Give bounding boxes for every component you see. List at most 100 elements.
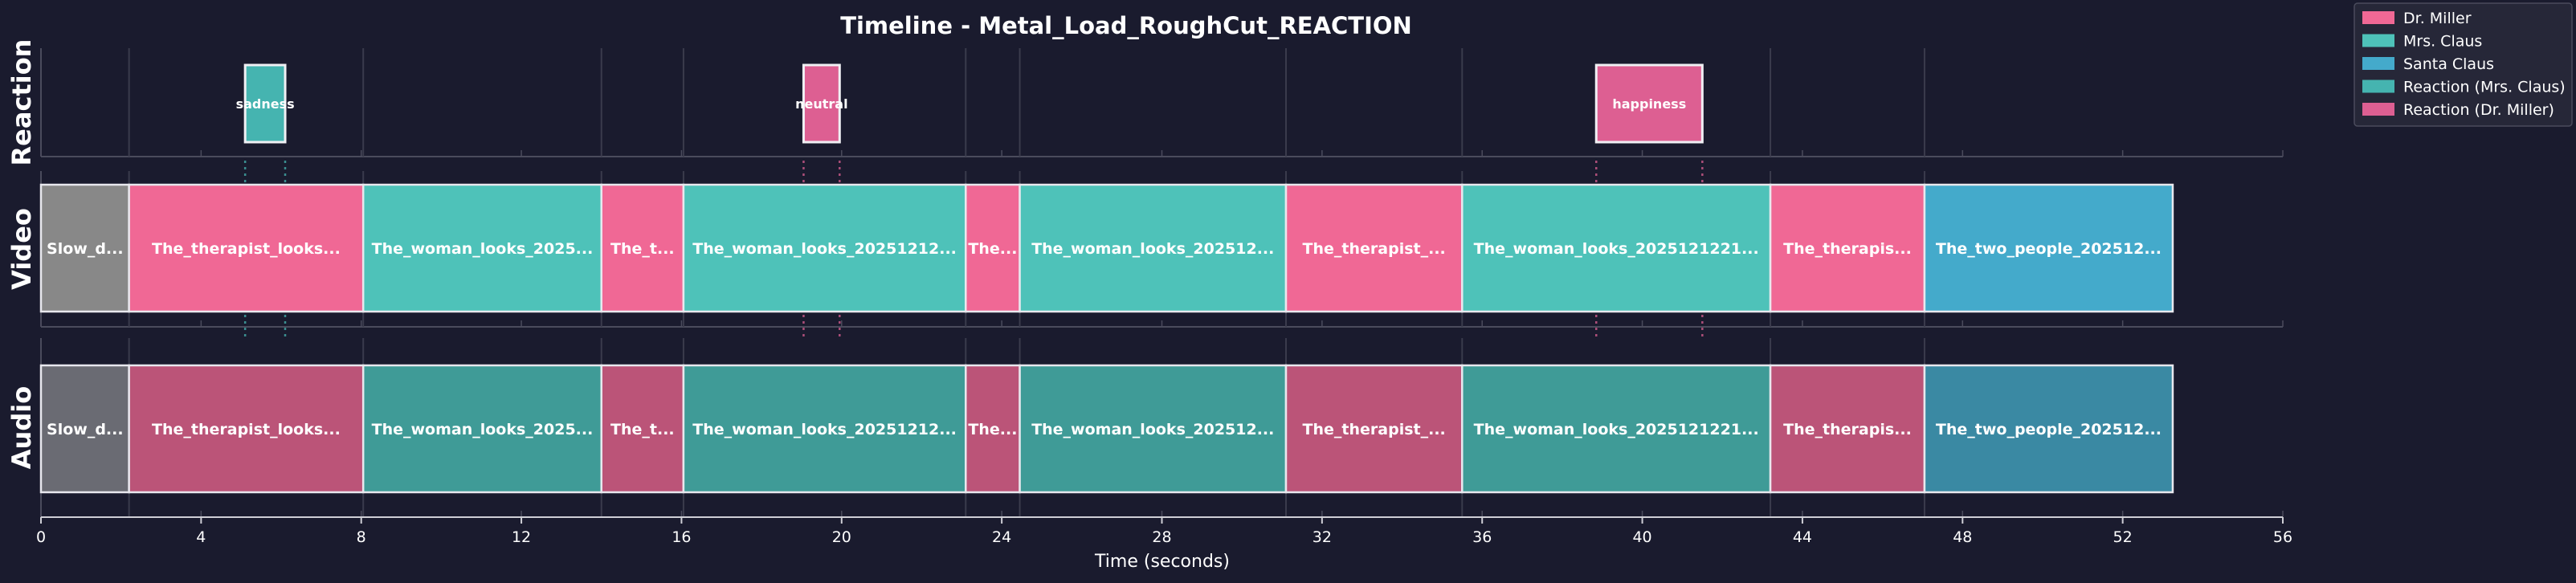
video-clip-block[interactable]	[682, 183, 967, 313]
reaction-block[interactable]	[243, 63, 287, 144]
reaction-marker[interactable]: sadness	[236, 63, 295, 337]
x-axis: 0 4 8 12 16 20 24 28 32 36 40 44 48 52 56	[36, 516, 2292, 546]
audio-clip-label: Slow_d...	[47, 421, 124, 438]
video-clip-label: The_t...	[610, 240, 675, 258]
video-clip[interactable]: The_woman_looks_20251212...	[682, 183, 967, 313]
reaction-marker[interactable]: happiness	[1594, 63, 1704, 337]
legend-label: Mrs. Claus	[2403, 33, 2482, 51]
video-clip-block[interactable]	[1461, 183, 1772, 313]
audio-clip[interactable]: The_woman_looks_2025...	[361, 364, 602, 494]
audio-clip-label: The_t...	[610, 421, 675, 438]
legend-swatch	[2362, 80, 2394, 93]
video-clip-block[interactable]	[39, 183, 130, 313]
video-clip[interactable]: The_woman_looks_202512...	[1019, 183, 1288, 313]
x-tick-label: 32	[1312, 528, 1332, 546]
video-clip-label: Slow_d...	[47, 240, 124, 258]
x-tick-label: 12	[512, 528, 531, 546]
audio-clip[interactable]: The_two_people_202512...	[1923, 364, 2174, 494]
x-tick-label: 20	[832, 528, 851, 546]
audio-clip[interactable]: The_therapist_...	[1284, 364, 1464, 494]
track-video: Video Slow_d... The_therapist_looks... The_…	[6, 171, 2284, 328]
video-clip[interactable]: The_t...	[600, 183, 685, 313]
video-clip-label: The_therapist_...	[1303, 240, 1446, 258]
video-clip-block[interactable]	[1769, 183, 1926, 313]
legend-entry: Santa Claus	[2362, 55, 2494, 73]
audio-clip[interactable]: Slow_d...	[39, 364, 130, 494]
video-clip-block[interactable]	[600, 183, 685, 313]
video-clip-label: The_two_people_202512...	[1936, 240, 2162, 258]
legend-label: Santa Claus	[2403, 55, 2494, 73]
x-tick-label: 28	[1152, 528, 1171, 546]
x-tick-label: 24	[992, 528, 1011, 546]
audio-clip-label: The_woman_looks_2025...	[372, 421, 594, 438]
x-tick-label: 40	[1632, 528, 1651, 546]
video-track-label: Video	[6, 208, 37, 290]
video-clip-block[interactable]	[128, 183, 365, 313]
legend-label: Reaction (Dr. Miller)	[2403, 101, 2554, 119]
x-tick-label: 0	[36, 528, 46, 546]
legend-label: Dr. Miller	[2403, 10, 2472, 27]
reaction-marker[interactable]: neutral	[795, 63, 848, 337]
legend-label: Reaction (Mrs. Claus)	[2403, 79, 2566, 96]
x-tick-label: 52	[2113, 528, 2133, 546]
video-clip[interactable]: The_woman_looks_2025...	[361, 183, 602, 313]
x-tick-label: 8	[357, 528, 366, 546]
legend-entry: Dr. Miller	[2362, 10, 2472, 27]
video-clip[interactable]: The_therapis...	[1769, 183, 1926, 313]
audio-clip-block[interactable]	[361, 364, 602, 494]
video-clip[interactable]: The_two_people_202512...	[1923, 183, 2174, 313]
legend: Dr. Miller Mrs. Claus Santa Claus Reaction …	[2354, 2, 2573, 127]
audio-clip[interactable]: The...	[965, 364, 1021, 494]
audio-clip-label: The_two_people_202512...	[1936, 421, 2162, 438]
reaction-block[interactable]	[1594, 63, 1704, 144]
reaction-block[interactable]	[802, 63, 841, 144]
audio-clip[interactable]: The_t...	[600, 364, 685, 494]
legend-swatch	[2362, 11, 2394, 24]
audio-clip-block[interactable]	[39, 364, 130, 494]
x-tick-label: 4	[196, 528, 206, 546]
video-clip-block[interactable]	[361, 183, 602, 313]
reaction-track-label: Reaction	[6, 39, 37, 166]
legend-swatch	[2362, 103, 2394, 116]
video-clip-label: The_woman_looks_20251212...	[692, 240, 957, 258]
legend-entry: Reaction (Dr. Miller)	[2362, 101, 2554, 119]
reaction-label: sadness	[236, 96, 295, 112]
video-clip-label: The...	[968, 240, 1017, 258]
video-clip[interactable]: The_therapist_looks...	[128, 183, 365, 313]
video-clip-label: The_woman_looks_2025...	[372, 240, 594, 258]
legend-swatch	[2362, 34, 2394, 47]
video-clip-block[interactable]	[1923, 183, 2174, 313]
x-tick-label: 56	[2273, 528, 2292, 546]
video-clip-block[interactable]	[1019, 183, 1288, 313]
audio-clip[interactable]: The_therapist_looks...	[128, 364, 365, 494]
legend-entry: Mrs. Claus	[2362, 33, 2482, 51]
audio-clip-block[interactable]	[1923, 364, 2174, 494]
audio-clip-block[interactable]	[128, 364, 365, 494]
audio-clip[interactable]: The_woman_looks_202512...	[1019, 364, 1288, 494]
video-clip[interactable]: The_therapist_...	[1284, 183, 1464, 313]
chart-title: Timeline - Metal_Load_RoughCut_REACTION	[840, 12, 1412, 39]
video-clip[interactable]: The_woman_looks_2025121221...	[1461, 183, 1772, 313]
video-clip[interactable]: Slow_d...	[39, 183, 130, 313]
x-axis-title: Time (seconds)	[1094, 552, 1230, 572]
legend-entry: Reaction (Mrs. Claus)	[2362, 79, 2566, 96]
audio-clip-block[interactable]	[1461, 364, 1772, 494]
audio-clip-label: The_woman_looks_2025121221...	[1474, 421, 1759, 438]
audio-track-label: Audio	[6, 386, 37, 469]
x-tick-label: 48	[1953, 528, 1972, 546]
video-clip[interactable]: The...	[965, 183, 1021, 313]
x-tick-label: 36	[1472, 528, 1492, 546]
legend-box	[2354, 2, 2573, 127]
legend-swatch	[2362, 57, 2394, 70]
audio-clip[interactable]: The_woman_looks_20251212...	[682, 364, 967, 494]
audio-clip-label: The_therapis...	[1783, 421, 1912, 438]
audio-clip[interactable]: The_therapis...	[1769, 364, 1926, 494]
audio-clip-block[interactable]	[682, 364, 967, 494]
audio-clip-label: The_woman_looks_20251212...	[692, 421, 957, 438]
track-reaction: Reaction sadness neutral happiness	[6, 39, 2284, 337]
video-clip-label: The_woman_looks_202512...	[1031, 240, 1274, 258]
reaction-label: neutral	[795, 96, 847, 112]
audio-clip[interactable]: The_woman_looks_2025121221...	[1461, 364, 1772, 494]
reaction-label: happiness	[1612, 96, 1686, 112]
